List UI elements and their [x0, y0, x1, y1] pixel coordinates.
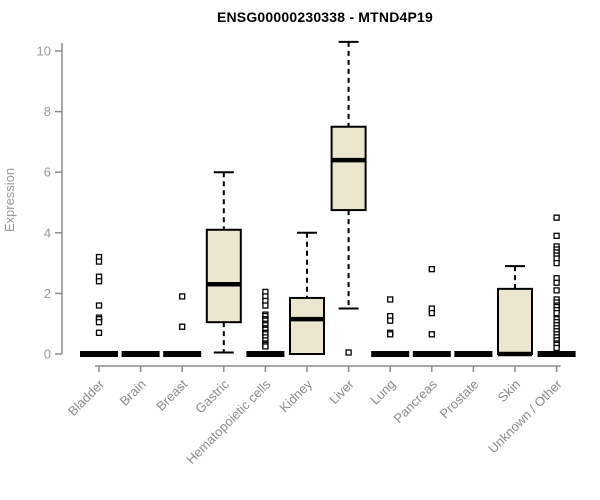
outlier-point — [553, 259, 560, 267]
x-category-label: Kidney — [276, 376, 315, 415]
outlier-point — [179, 293, 186, 300]
x-category-label: Bladder — [65, 376, 108, 419]
y-tick-label: 10 — [37, 44, 51, 59]
outlier-point — [262, 343, 269, 350]
outlier-point — [262, 302, 269, 309]
y-tick-label: 6 — [44, 165, 51, 180]
outlier-point — [95, 329, 103, 336]
outlier-point — [179, 323, 186, 330]
x-category-label: Lung — [367, 377, 398, 408]
zero-median-bar — [454, 351, 493, 357]
boxes — [80, 40, 576, 357]
y-tick-label: 8 — [44, 104, 51, 119]
outlier-point — [387, 317, 394, 324]
x-category-label: Pancreas — [390, 376, 440, 426]
outlier-point — [95, 258, 103, 265]
iqr-box — [497, 287, 533, 356]
iqr-box — [289, 296, 325, 356]
outlier-point — [95, 302, 103, 309]
iqr-box — [205, 228, 242, 324]
x-category-label: Skin — [495, 377, 523, 405]
zero-median-bar — [537, 351, 576, 357]
zero-median-bar — [163, 351, 202, 357]
outlier-point — [387, 331, 394, 338]
x-category-label: Prostate — [437, 377, 482, 422]
zero-median-bar — [80, 351, 118, 357]
outlier-point — [428, 309, 435, 317]
y-tick-label: 4 — [44, 225, 51, 240]
outlier-point — [553, 214, 560, 221]
iqr-box — [330, 125, 367, 212]
outlier-point — [553, 232, 560, 239]
outlier-point — [553, 279, 560, 286]
outlier-point — [345, 349, 352, 356]
zero-median-bar — [121, 351, 160, 357]
x-category-label: Brain — [117, 377, 149, 409]
x-category-label: Unknown / Other — [485, 376, 565, 456]
outlier-point — [387, 296, 394, 303]
y-axis-title: Expression — [2, 168, 17, 232]
y-tick-label: 0 — [44, 347, 51, 362]
zero-median-bar — [371, 351, 410, 357]
outlier-point — [553, 309, 560, 317]
x-category-label: Breast — [153, 376, 190, 413]
x-category-label: Gastric — [192, 376, 232, 416]
chart-title: ENSG00000230338 - MTND4P19 — [216, 9, 434, 25]
outlier-point — [428, 331, 435, 338]
outlier-point — [95, 319, 103, 326]
outlier-point — [428, 266, 435, 273]
outlier-point — [553, 287, 560, 294]
x-category-label: Liver — [326, 376, 357, 407]
zero-median-bar — [412, 351, 451, 357]
outlier-point — [95, 278, 103, 285]
outlier-point — [553, 344, 560, 352]
y-tick-label: 2 — [44, 286, 51, 301]
zero-median-bar — [246, 351, 285, 357]
